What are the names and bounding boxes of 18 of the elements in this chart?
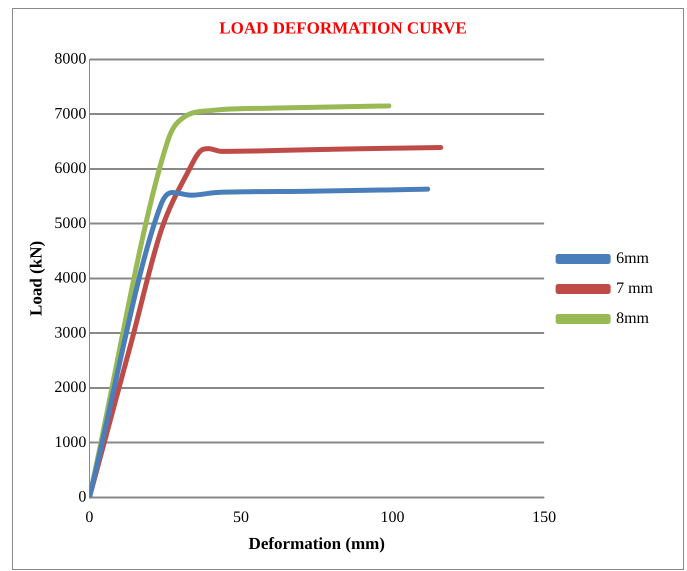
y-tick-label: 6000	[54, 160, 86, 178]
y-tick-label: 3000	[54, 324, 86, 342]
x-axis-title: Deformation (mm)	[248, 534, 385, 554]
y-tick-label: 5000	[54, 214, 86, 232]
x-tick-label: 100	[380, 509, 405, 526]
legend-label: 8mm	[616, 310, 650, 328]
y-tick-label: 8000	[54, 50, 86, 68]
legend-label: 6mm	[616, 250, 650, 268]
legend-label: 7 mm	[616, 280, 654, 298]
y-tick-label: 0	[78, 488, 86, 506]
y-tick-label: 1000	[54, 434, 86, 451]
y-tick-label: 4000	[54, 270, 86, 287]
x-tick-label: 50	[232, 509, 249, 526]
y-tick-label: 7000	[54, 105, 86, 122]
y-axis-title: Load (kN)	[26, 240, 46, 316]
x-tick-label: 150	[532, 509, 556, 526]
y-tick-label: 2000	[54, 379, 86, 396]
chart-title: LOAD DEFORMATION CURVE	[219, 18, 467, 38]
